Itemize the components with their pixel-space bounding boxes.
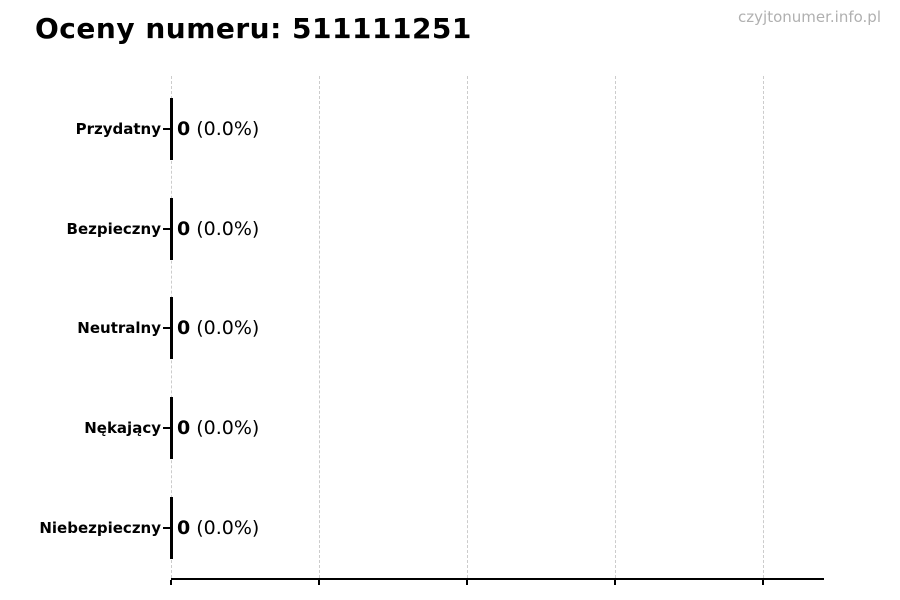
y-axis-tick bbox=[163, 527, 171, 529]
value-label: 0 (0.0%) bbox=[177, 517, 259, 539]
category-label: Bezpieczny bbox=[66, 220, 161, 238]
bar-zero bbox=[170, 198, 173, 260]
bar-zero bbox=[170, 397, 173, 459]
value-label: 0 (0.0%) bbox=[177, 218, 259, 240]
bar-row: Przydatny 0 (0.0%) bbox=[0, 94, 900, 164]
bar-row: Bezpieczny 0 (0.0%) bbox=[0, 194, 900, 264]
value-count: 0 bbox=[177, 218, 191, 240]
gridline bbox=[615, 76, 616, 578]
category-label: Neutralny bbox=[77, 319, 161, 337]
watermark: czyjtonumer.info.pl bbox=[738, 8, 881, 26]
value-percent: (0.0%) bbox=[196, 417, 260, 439]
bar-zero bbox=[170, 497, 173, 559]
x-axis-tick bbox=[466, 580, 468, 585]
x-axis-tick bbox=[318, 580, 320, 585]
value-percent: (0.0%) bbox=[196, 218, 260, 240]
value-label: 0 (0.0%) bbox=[177, 417, 259, 439]
x-axis-tick bbox=[762, 580, 764, 585]
value-percent: (0.0%) bbox=[196, 118, 260, 140]
bar-row: Niebezpieczny 0 (0.0%) bbox=[0, 493, 900, 563]
y-axis-tick bbox=[163, 427, 171, 429]
value-percent: (0.0%) bbox=[196, 317, 260, 339]
value-label: 0 (0.0%) bbox=[177, 118, 259, 140]
gridline bbox=[319, 76, 320, 578]
value-count: 0 bbox=[177, 417, 191, 439]
y-axis-tick bbox=[163, 228, 171, 230]
y-axis-tick bbox=[163, 128, 171, 130]
value-count: 0 bbox=[177, 517, 191, 539]
value-count: 0 bbox=[177, 317, 191, 339]
bar-zero bbox=[170, 297, 173, 359]
x-axis-tick bbox=[170, 580, 172, 585]
chart-title: Oceny numeru: 511111251 bbox=[35, 12, 472, 45]
x-axis-tick bbox=[614, 580, 616, 585]
category-label: Niebezpieczny bbox=[39, 519, 161, 537]
value-percent: (0.0%) bbox=[196, 517, 260, 539]
gridline bbox=[763, 76, 764, 578]
category-label: Nękający bbox=[84, 419, 161, 437]
y-axis-tick bbox=[163, 327, 171, 329]
value-count: 0 bbox=[177, 118, 191, 140]
bar-zero bbox=[170, 98, 173, 160]
gridline bbox=[467, 76, 468, 578]
bar-row: Neutralny 0 (0.0%) bbox=[0, 293, 900, 363]
value-label: 0 (0.0%) bbox=[177, 317, 259, 339]
category-label: Przydatny bbox=[75, 120, 161, 138]
bar-row: Nękający 0 (0.0%) bbox=[0, 393, 900, 463]
